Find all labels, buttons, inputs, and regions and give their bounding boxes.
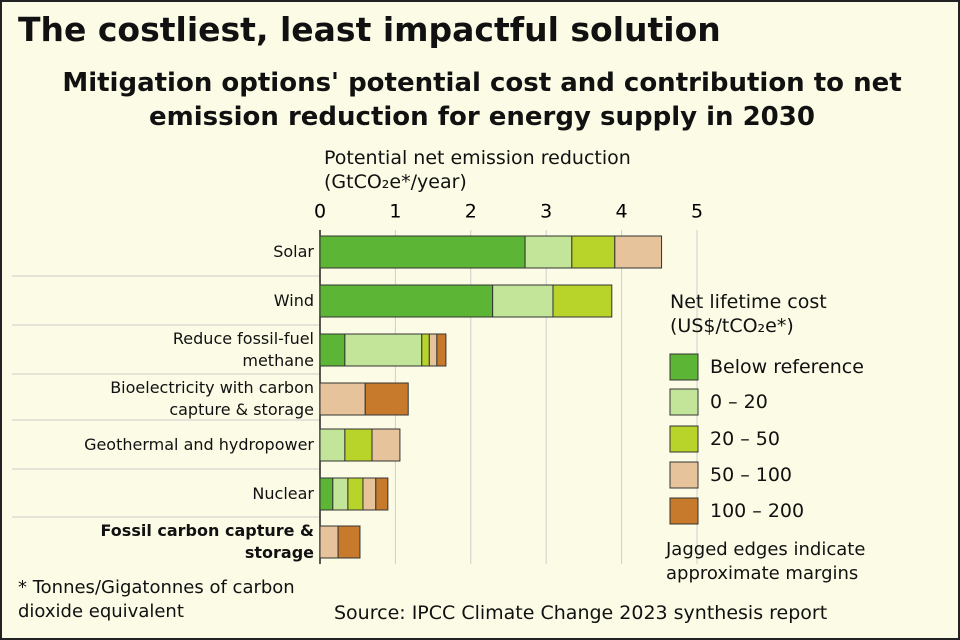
bar-segment bbox=[344, 333, 423, 367]
x-tick-label: 1 bbox=[389, 201, 401, 223]
bar-segment bbox=[375, 477, 389, 511]
bar-segment bbox=[428, 333, 438, 367]
bar-segment bbox=[332, 477, 349, 511]
legend-swatch bbox=[669, 425, 699, 453]
category-label: Reduce fossil-fuel methane bbox=[172, 329, 314, 370]
bar-segment bbox=[614, 235, 663, 269]
x-tick-label: 4 bbox=[616, 201, 628, 223]
title: The costliest, least impactful solution bbox=[18, 10, 721, 49]
legend-swatch bbox=[669, 353, 699, 381]
category-label: Bioelectricity with carbon capture & sto… bbox=[110, 378, 314, 419]
bar-segment bbox=[421, 333, 430, 367]
bar-segment bbox=[337, 525, 361, 559]
bar-segment bbox=[319, 284, 494, 318]
x-tick-label: 3 bbox=[540, 201, 552, 223]
category-label: Nuclear bbox=[252, 484, 314, 503]
note: Jagged edges indicate approximate margin… bbox=[666, 539, 866, 584]
bar-segment bbox=[371, 428, 401, 462]
category-label: Geothermal and hydropower bbox=[84, 435, 314, 454]
bar-segment bbox=[319, 382, 366, 416]
x-tick-label: 2 bbox=[465, 201, 477, 223]
bar-segment bbox=[436, 333, 447, 367]
x-tick-label: 5 bbox=[691, 201, 703, 223]
bar-segment bbox=[492, 284, 554, 318]
legend-label: 20 – 50 bbox=[710, 428, 780, 450]
bar-segment bbox=[319, 428, 346, 462]
category-label: Wind bbox=[273, 291, 314, 310]
source: Source: IPCC Climate Change 2023 synthes… bbox=[334, 602, 828, 624]
bar-segment bbox=[364, 382, 409, 416]
x-axis-label: Potential net emission reduction (GtCO₂e… bbox=[324, 147, 631, 193]
legend-title: Net lifetime cost (US$/tCO₂e*) bbox=[670, 291, 827, 337]
x-tick-label: 0 bbox=[314, 201, 326, 223]
legend-label: 100 – 200 bbox=[710, 500, 805, 522]
bar-segment bbox=[344, 428, 373, 462]
legend-label: 0 – 20 bbox=[710, 391, 768, 413]
bar-segment bbox=[347, 477, 364, 511]
legend-swatch bbox=[669, 388, 699, 416]
subtitle: Mitigation options' potential cost and c… bbox=[62, 68, 902, 132]
category-label: Fossil carbon capture & storage bbox=[100, 521, 314, 562]
bar-segment bbox=[319, 235, 526, 269]
bar-segment bbox=[319, 333, 346, 367]
bar-segment bbox=[571, 235, 616, 269]
bar-segment bbox=[319, 477, 334, 511]
bar-segment bbox=[552, 284, 613, 318]
category-label: Solar bbox=[273, 242, 314, 261]
legend-label: 50 – 100 bbox=[710, 464, 793, 486]
legend-swatch bbox=[669, 461, 699, 489]
legend-label: Below reference bbox=[710, 356, 864, 378]
legend-swatch bbox=[669, 497, 699, 525]
bar-segment bbox=[362, 477, 377, 511]
bar-segment bbox=[524, 235, 573, 269]
bar-segment bbox=[319, 525, 339, 559]
footnote: * Tonnes/Gigatonnes of carbon dioxide eq… bbox=[18, 577, 295, 622]
